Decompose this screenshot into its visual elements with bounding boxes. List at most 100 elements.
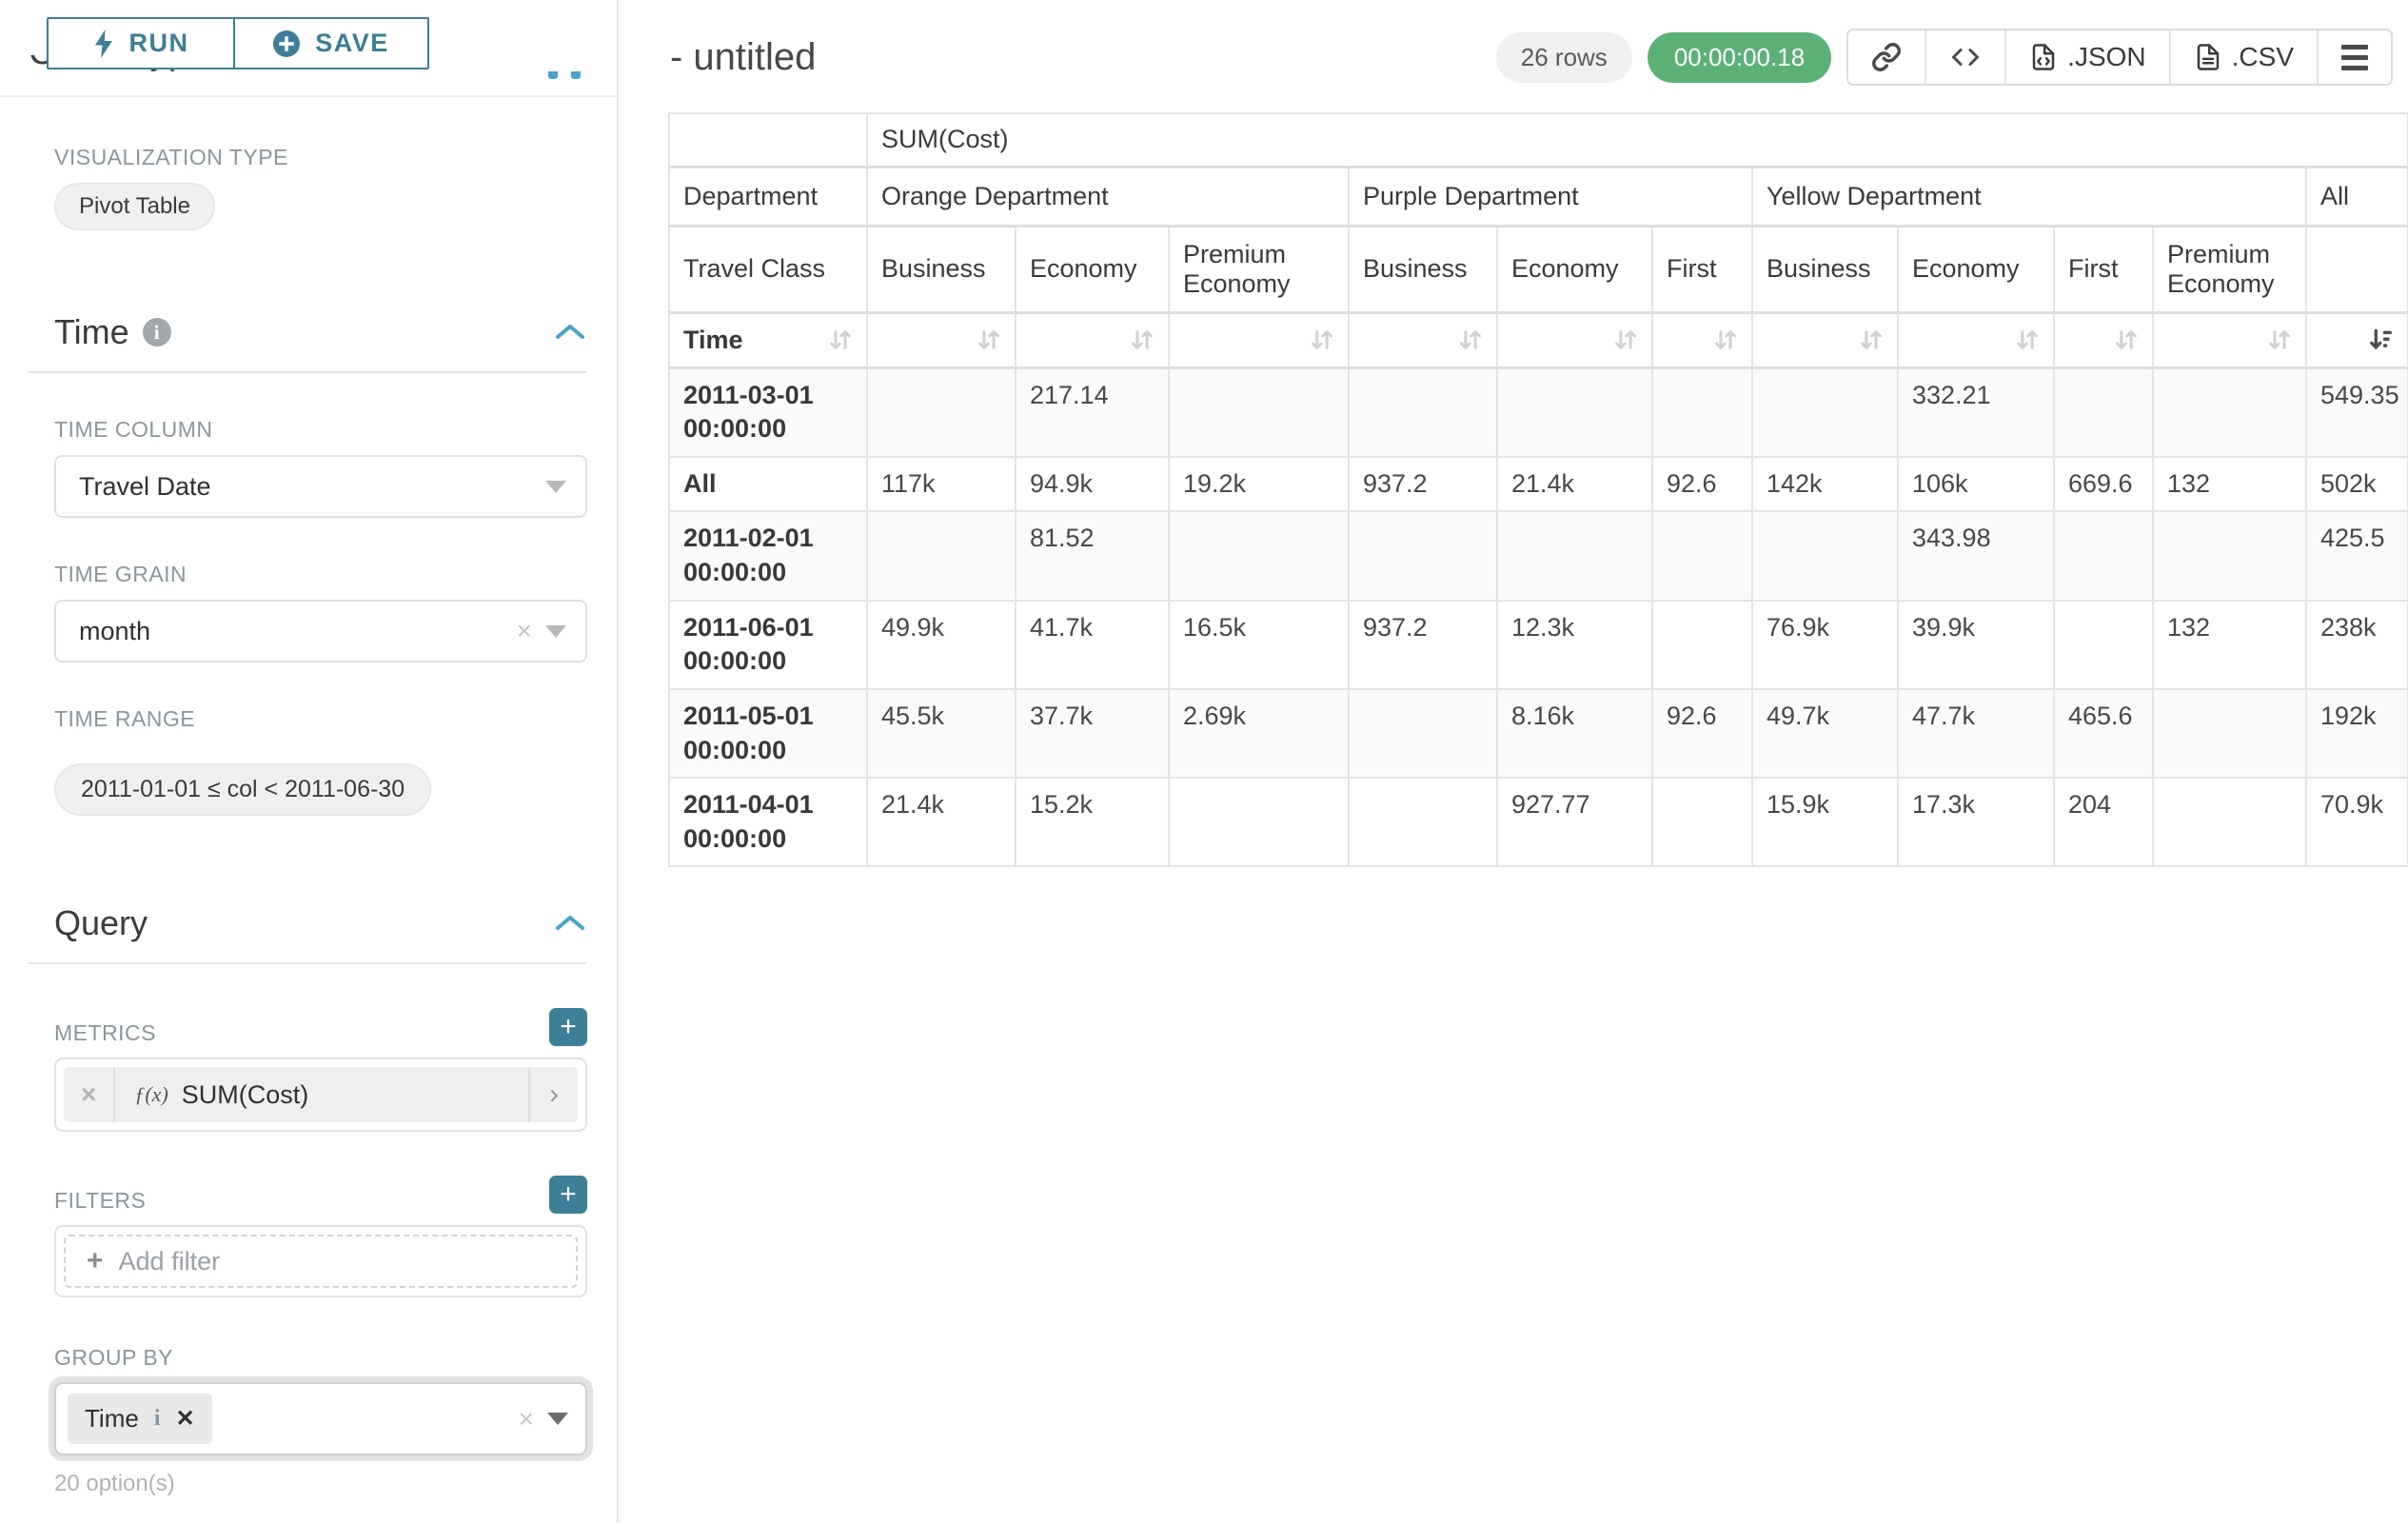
main-area: - untitled 26 rows 00:00:00.18 .JSON xyxy=(619,0,2408,1523)
time-range-pill[interactable]: 2011-01-01 ≤ col < 2011-06-30 xyxy=(54,763,431,816)
active-sort-desc-icon[interactable] xyxy=(2369,326,2394,353)
metric-pill[interactable]: × ƒ(x) SUM(Cost) › xyxy=(64,1067,578,1122)
add-filter-dropzone[interactable]: + Add filter xyxy=(64,1235,578,1288)
clear-icon[interactable]: × xyxy=(517,616,532,646)
sort-icon[interactable] xyxy=(2114,326,2139,353)
pivot-value-cell: 45.5k xyxy=(867,689,1016,778)
share-link-button[interactable] xyxy=(1848,30,1926,84)
chart-title[interactable]: - untitled xyxy=(670,36,816,79)
pivot-metric-header: SUM(Cost) xyxy=(867,113,2408,167)
pivot-value-cell: 47.7k xyxy=(1898,689,2054,778)
sort-icon[interactable] xyxy=(2015,326,2040,353)
group-by-select[interactable]: Time i ✕ × xyxy=(54,1382,587,1455)
chevron-up-icon[interactable] xyxy=(548,67,581,84)
chevron-up-icon[interactable] xyxy=(554,914,586,933)
sort-icon[interactable] xyxy=(1458,326,1483,353)
export-json-button[interactable]: .JSON xyxy=(2006,30,2170,84)
pivot-value-cell xyxy=(1497,511,1652,600)
add-filter-button[interactable]: + xyxy=(549,1176,587,1214)
sort-icon[interactable] xyxy=(1130,326,1155,353)
pivot-travel-class-label: Travel Class xyxy=(669,226,867,312)
sort-icon[interactable] xyxy=(1310,326,1334,353)
pivot-value-cell: 37.7k xyxy=(1016,689,1169,778)
pivot-value-cell: 19.2k xyxy=(1169,457,1349,512)
plus-circle-icon xyxy=(273,30,300,57)
time-column-value: Travel Date xyxy=(79,472,532,502)
clear-icon[interactable]: × xyxy=(519,1404,534,1434)
chevron-up-icon[interactable] xyxy=(554,323,586,342)
pivot-value-cell xyxy=(1652,511,1752,600)
export-csv-button[interactable]: .CSV xyxy=(2171,30,2319,84)
app: Chart Type RUN SAVE VISUALIZATION TYPE P… xyxy=(0,0,2408,1523)
filters-label: FILTERS xyxy=(54,1188,146,1214)
info-icon[interactable]: i xyxy=(143,318,171,346)
pivot-value-cell: 81.52 xyxy=(1016,511,1169,600)
pivot-value-cell: 132 xyxy=(2153,601,2306,689)
pivot-value-cell xyxy=(1169,367,1349,457)
pivot-value-cell: 343.98 xyxy=(1898,511,2054,600)
time-column-select[interactable]: Travel Date xyxy=(54,455,587,518)
chevron-right-icon[interactable]: › xyxy=(528,1067,578,1122)
control-panel: Chart Type RUN SAVE VISUALIZATION TYPE P… xyxy=(0,0,619,1523)
pivot-data-row: 2011-04-01 00:00:0021.4k15.2k927.7715.9k… xyxy=(669,778,2408,866)
sort-icon[interactable] xyxy=(1859,326,1884,353)
pivot-sort-cell xyxy=(1898,312,2054,367)
pivot-table-container: SUM(Cost)DepartmentOrange DepartmentPurp… xyxy=(668,112,2408,867)
pivot-value-cell xyxy=(2054,367,2153,457)
sort-icon[interactable] xyxy=(977,326,1001,353)
plus-icon: + xyxy=(87,1245,104,1277)
save-button[interactable]: SAVE xyxy=(233,17,429,69)
pivot-column-header: Business xyxy=(1349,226,1497,312)
add-metric-button[interactable]: + xyxy=(549,1008,587,1046)
pivot-value-cell: 937.2 xyxy=(1349,601,1497,689)
pivot-value-cell: 217.14 xyxy=(1016,367,1169,457)
sort-icon[interactable] xyxy=(828,326,853,353)
pivot-value-cell: 117k xyxy=(867,457,1016,512)
info-icon[interactable]: i xyxy=(154,1406,161,1432)
pivot-value-cell xyxy=(2054,601,2153,689)
pivot-value-cell: 502k xyxy=(2306,457,2408,512)
sort-icon[interactable] xyxy=(2267,326,2292,353)
sort-icon[interactable] xyxy=(1613,326,1638,353)
panel-body: VISUALIZATION TYPE Pivot Table Time i TI… xyxy=(0,145,617,1523)
time-grain-select[interactable]: month × xyxy=(54,600,587,663)
lightning-icon xyxy=(93,30,114,58)
visualization-type-pill[interactable]: Pivot Table xyxy=(54,183,215,230)
pivot-value-cell xyxy=(1169,511,1349,600)
run-button[interactable]: RUN xyxy=(47,17,235,69)
pivot-value-cell: 15.2k xyxy=(1016,778,1169,866)
pivot-value-cell: 192k xyxy=(2306,689,2408,778)
query-section-title: Query xyxy=(54,903,148,943)
view-query-button[interactable] xyxy=(1926,30,2006,84)
time-range-label: TIME RANGE xyxy=(54,706,587,732)
pivot-group-header: Yellow Department xyxy=(1752,167,2306,226)
caret-down-icon xyxy=(547,1413,568,1425)
pivot-value-cell: 669.6 xyxy=(2054,457,2153,512)
pivot-value-cell: 927.77 xyxy=(1497,778,1652,866)
pivot-value-cell xyxy=(2153,367,2306,457)
group-by-options-hint: 20 option(s) xyxy=(54,1471,587,1497)
time-column-label: TIME COLUMN xyxy=(54,417,587,443)
pivot-value-cell: 549.35 xyxy=(2306,367,2408,457)
query-timer-badge: 00:00:00.18 xyxy=(1648,32,1831,83)
add-filter-placeholder: Add filter xyxy=(119,1247,221,1276)
metrics-box: × ƒ(x) SUM(Cost) › xyxy=(54,1058,587,1132)
pivot-value-cell: 204 xyxy=(2054,778,2153,866)
pivot-column-header: Business xyxy=(1752,226,1898,312)
pivot-value-cell: 12.3k xyxy=(1497,601,1652,689)
pivot-row-label: 2011-04-01 00:00:00 xyxy=(669,778,867,866)
pivot-column-header: Premium Economy xyxy=(1169,226,1349,312)
pivot-value-cell: 49.7k xyxy=(1752,689,1898,778)
sort-icon[interactable] xyxy=(1713,326,1738,353)
remove-metric-icon[interactable]: × xyxy=(64,1067,115,1122)
pivot-value-cell: 49.9k xyxy=(867,601,1016,689)
remove-tag-icon[interactable]: ✕ xyxy=(175,1405,194,1433)
pivot-value-cell: 39.9k xyxy=(1898,601,2054,689)
pivot-sort-cell xyxy=(2306,312,2408,367)
pivot-value-cell: 16.5k xyxy=(1169,601,1349,689)
pivot-value-cell xyxy=(1349,511,1497,600)
pivot-value-cell: 76.9k xyxy=(1752,601,1898,689)
menu-button[interactable] xyxy=(2319,30,2391,84)
pivot-row-label: All xyxy=(669,457,867,512)
pivot-corner-cell xyxy=(669,113,867,167)
